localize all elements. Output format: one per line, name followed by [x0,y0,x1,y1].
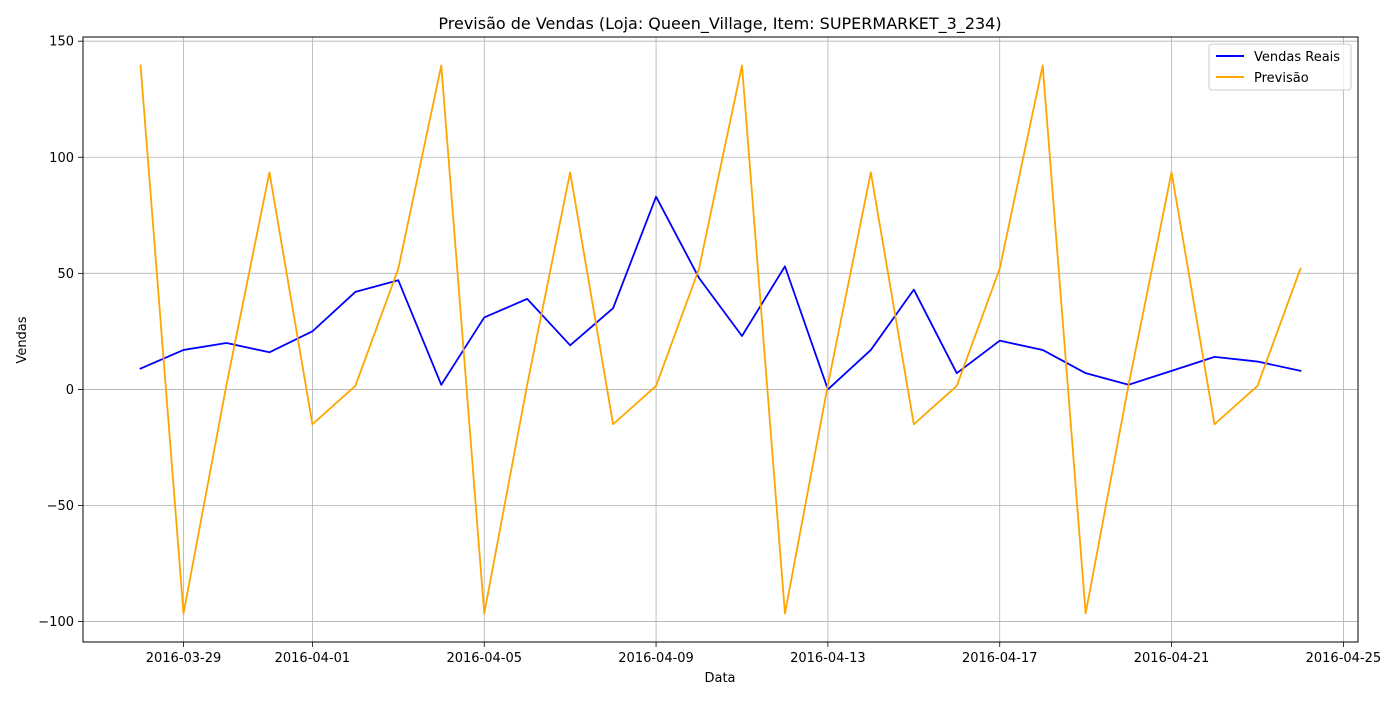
legend-label-previsao: Previsão [1254,71,1309,86]
y-tick-label: 50 [57,267,74,282]
legend-box [1208,43,1352,91]
legend: Vendas Reais Previsão [1208,43,1352,91]
y-tick-label: −50 [47,499,74,514]
axis-ticks: 2016-03-29 2016-04-01 2016-04-05 2016-04-09… [38,35,1381,666]
y-axis-label: Vendas [15,316,30,363]
x-tick-label: 2016-04-05 [446,651,522,666]
series-lines [139,64,1302,615]
x-axis-label: Data [704,671,735,686]
x-tick-label: 2016-03-29 [146,651,222,666]
y-tick-label: −100 [38,615,74,630]
x-tick-label: 2016-04-21 [1134,651,1210,666]
x-tick-label: 2016-04-17 [962,651,1038,666]
chart-title: Previsão de Vendas (Loja: Queen_Village,… [438,14,1001,34]
y-tick-label: 150 [49,35,74,50]
grid-lines [83,37,1358,642]
y-tick-label: 100 [49,151,74,166]
x-tick-label: 2016-04-13 [790,651,866,666]
x-tick-label: 2016-04-25 [1306,651,1382,666]
x-tick-label: 2016-04-01 [275,651,351,666]
legend-label-vendas-reais: Vendas Reais [1254,50,1340,65]
series-line-previsao [139,64,1302,615]
y-tick-label: 0 [66,383,74,398]
series-line-vendas-reais [139,195,1302,391]
x-tick-label: 2016-04-09 [618,651,694,666]
plot-frame [82,36,1359,643]
